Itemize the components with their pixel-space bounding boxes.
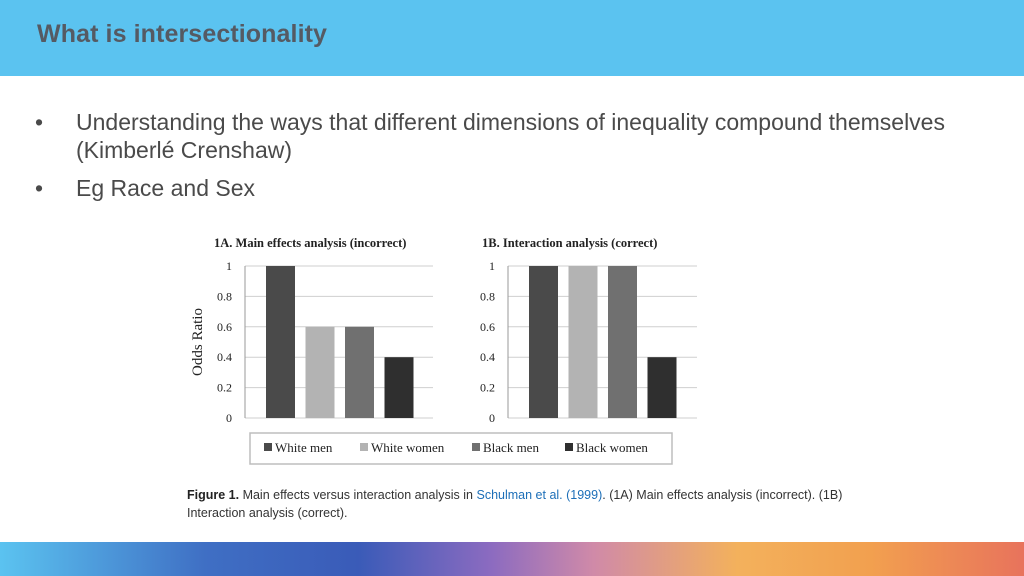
bar [608, 266, 637, 418]
bullet-marker: • [35, 175, 44, 201]
bar [529, 266, 558, 418]
bar [647, 357, 677, 418]
legend-swatch [264, 443, 272, 451]
y-tick-label: 0 [489, 411, 495, 425]
y-tick-label: 0.6 [217, 320, 232, 334]
bullet-text: Understanding the ways that different di… [76, 109, 945, 163]
bar [345, 326, 374, 418]
figure-caption: Figure 1. Main effects versus interactio… [187, 486, 887, 522]
legend-box [249, 432, 673, 465]
legend-label: Black women [576, 440, 648, 455]
y-tick-label: 0.8 [217, 289, 232, 303]
bullet-text: Eg Race and Sex [76, 175, 256, 201]
caption-text-after: . (1A) Main effects analysis (incorrect)… [187, 488, 843, 520]
chart-title: 1A. Main effects analysis (incorrect) [214, 236, 406, 250]
legend-label: White men [275, 440, 333, 455]
y-tick-label: 0.4 [480, 350, 495, 364]
legend-swatch [565, 443, 573, 451]
legend-swatch [472, 443, 480, 451]
legend-label: White women [371, 440, 445, 455]
header-bar: What is intersectionality [0, 0, 1024, 76]
y-tick-label: 1 [489, 259, 495, 273]
y-tick-label: 1 [226, 259, 232, 273]
legend-swatch [360, 443, 368, 451]
bar [384, 357, 414, 418]
page-title: What is intersectionality [37, 20, 328, 48]
bar [568, 266, 598, 418]
bar [305, 326, 335, 418]
caption-citation-link[interactable]: Schulman et al. (1999) [476, 488, 603, 502]
footer-gradient-bar [0, 542, 1024, 576]
y-tick-label: 0.6 [480, 320, 495, 334]
y-tick-label: 0 [226, 411, 232, 425]
caption-label: Figure 1. [187, 488, 240, 502]
y-tick-label: 0.2 [217, 381, 232, 395]
y-tick-label: 0.2 [480, 381, 495, 395]
bar [266, 266, 295, 418]
y-axis-label: Odds Ratio [190, 308, 206, 376]
legend-label: Black men [483, 440, 539, 455]
chart-title: 1B. Interaction analysis (correct) [482, 236, 657, 250]
caption-text-before: Main effects versus interaction analysis… [239, 488, 477, 502]
bullet-marker: • [35, 109, 44, 135]
y-tick-label: 0.4 [217, 350, 232, 364]
y-tick-label: 0.8 [480, 289, 495, 303]
